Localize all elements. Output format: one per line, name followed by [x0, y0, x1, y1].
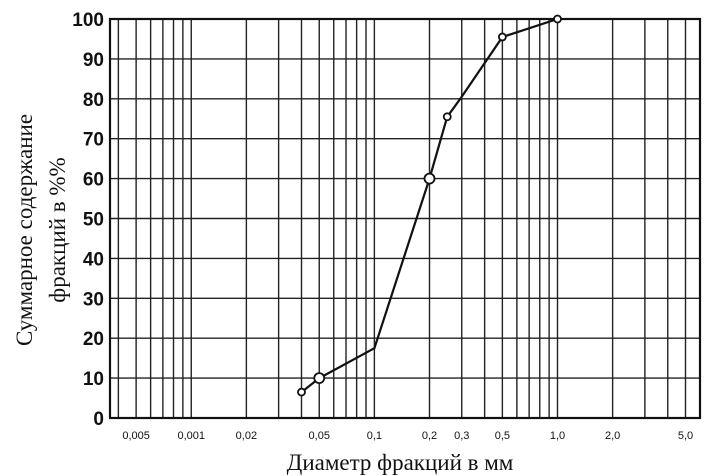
y-tick-label: 10	[83, 369, 104, 390]
data-series	[297, 14, 562, 397]
data-point	[497, 32, 507, 42]
x-tick-labels: 0,005 0,001 0,02 0,05 0,1 0,2 0,3 0,5 1,0 2,0 5,0	[122, 430, 693, 442]
y-tick-label: 40	[83, 249, 104, 270]
x-tick-label: 0,3	[454, 430, 469, 442]
x-tick-label: 5,0	[678, 430, 693, 442]
data-point	[297, 387, 306, 397]
y-tick-label: 30	[83, 289, 104, 310]
y-tick-label: 50	[83, 210, 104, 231]
data-point	[442, 112, 452, 122]
y-tick-label: 100	[72, 10, 104, 31]
x-tick-label: 0,02	[236, 430, 257, 442]
x-tick-label: 0,001	[177, 430, 205, 442]
y-axis-label-line-1: Суммарное содержание	[12, 114, 37, 346]
y-tick-label: 0	[93, 409, 104, 430]
curve-line	[300, 17, 558, 393]
plot-border	[108, 17, 702, 420]
y-tick-label: 90	[83, 50, 104, 71]
x-tick-label: 0,1	[367, 430, 382, 442]
chart-grid	[110, 18, 700, 419]
x-axis-label: Диаметр фракций в мм	[287, 450, 514, 475]
y-tick-label: 80	[83, 90, 104, 111]
data-point	[553, 14, 562, 24]
x-tick-label: 1,0	[550, 430, 565, 442]
x-tick-label: 0,05	[309, 430, 330, 442]
x-tick-label: 0,5	[495, 430, 510, 442]
data-point	[423, 172, 436, 185]
y-tick-labels: 0 10 20 30 40 50 60 70 80 90 100	[72, 10, 104, 430]
data-point	[313, 372, 326, 385]
x-tick-label: 0,2	[422, 430, 437, 442]
y-axis-label-line-2: фракций в %%	[45, 157, 70, 302]
y-tick-label: 20	[83, 329, 104, 350]
plot-frame	[108, 17, 702, 420]
y-tick-label: 60	[83, 170, 104, 191]
x-tick-label: 0,005	[122, 430, 150, 442]
y-tick-label: 70	[83, 130, 104, 151]
x-tick-label: 2,0	[605, 430, 620, 442]
